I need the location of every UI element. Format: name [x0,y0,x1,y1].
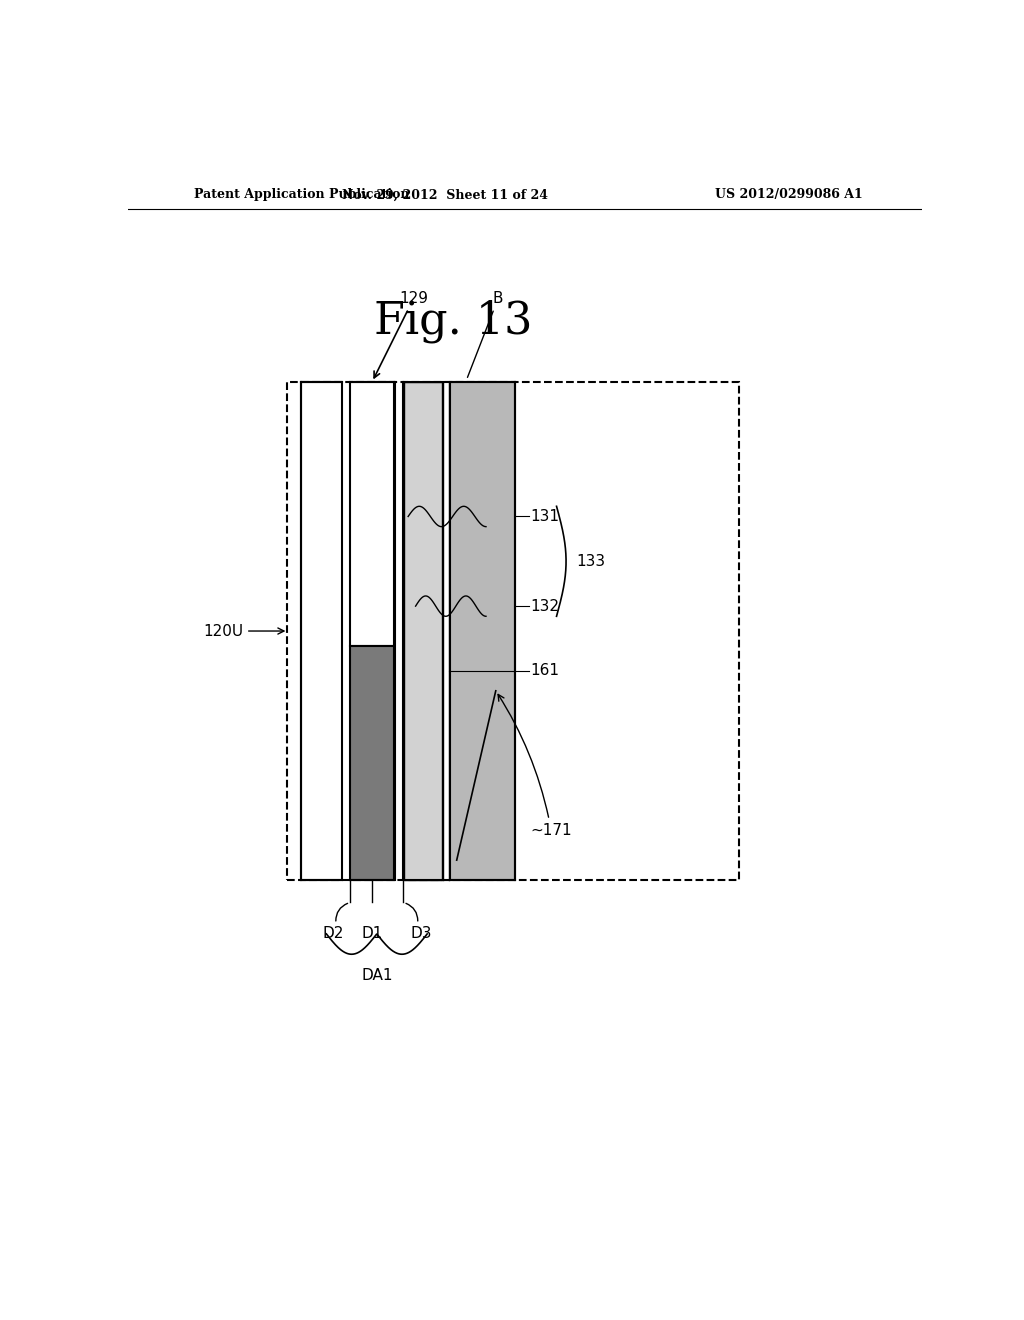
Text: Fig. 13: Fig. 13 [374,300,532,343]
Text: Patent Application Publication: Patent Application Publication [194,189,410,202]
Text: 131: 131 [530,510,559,524]
Bar [451,381,515,880]
Bar [443,381,450,880]
Text: 120U: 120U [203,623,284,639]
Text: 161: 161 [530,664,559,678]
Text: DA1: DA1 [361,969,392,983]
Text: 132: 132 [530,599,559,614]
Bar [404,381,442,880]
Text: Nov. 29, 2012  Sheet 11 of 24: Nov. 29, 2012 Sheet 11 of 24 [342,189,549,202]
Bar [451,381,515,880]
Bar [301,381,342,880]
Text: D3: D3 [410,925,431,941]
Text: 129: 129 [374,290,428,378]
Bar [350,645,394,880]
Bar [287,381,739,880]
Text: 133: 133 [577,554,605,569]
Text: US 2012/0299086 A1: US 2012/0299086 A1 [715,189,863,202]
Bar [350,381,394,645]
Text: D1: D1 [361,925,383,941]
Text: D2: D2 [323,925,343,941]
Text: ~171: ~171 [498,694,572,838]
Text: B: B [468,290,504,378]
Bar [404,381,442,880]
